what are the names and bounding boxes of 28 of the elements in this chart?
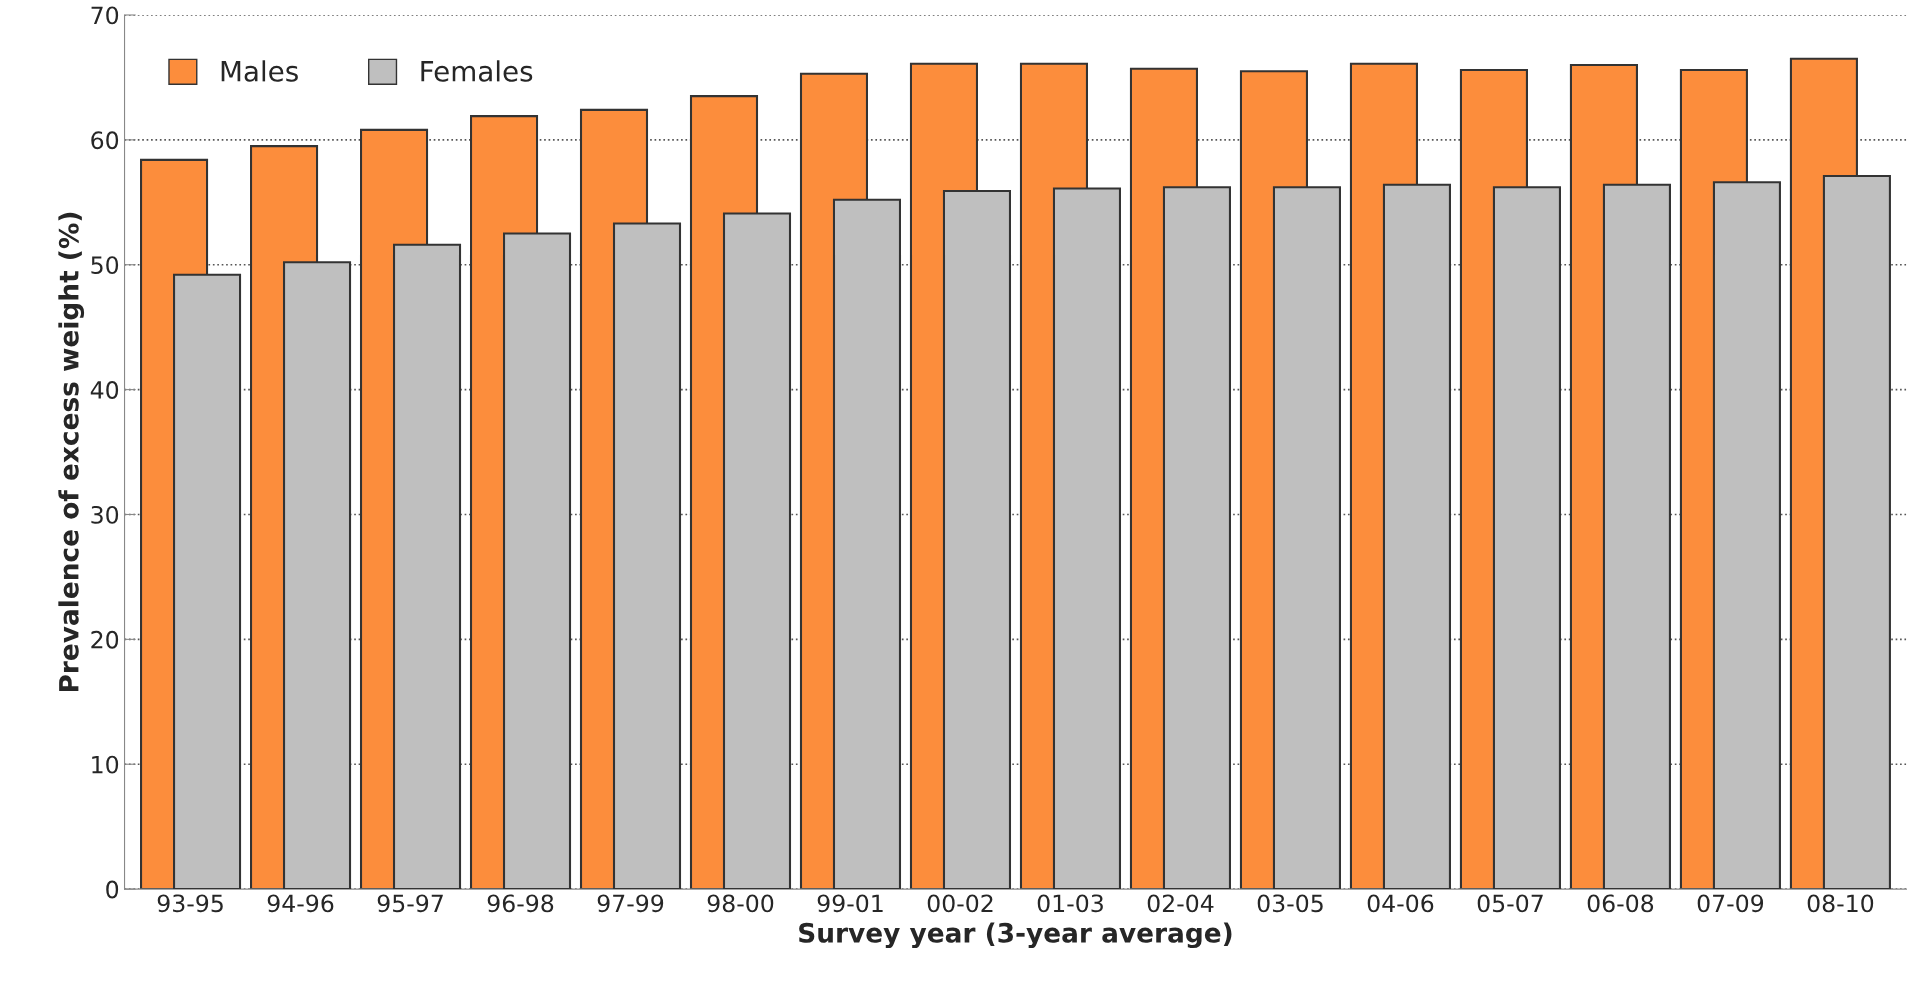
legend-label: Males — [221, 60, 298, 82]
x-tick-label: 93-95 — [157, 894, 223, 913]
x-tick-label: 04-06 — [1367, 894, 1434, 913]
x-tick-label: 94-96 — [267, 894, 334, 913]
y-tick-label: 30 — [91, 505, 119, 524]
x-tick-label: 01-03 — [1037, 894, 1103, 913]
y-tick-label: 20 — [91, 630, 119, 649]
x-tick-label: 03-05 — [1257, 894, 1323, 913]
x-tick-label: 97-99 — [597, 894, 664, 913]
y-tick-label: 70 — [91, 6, 119, 25]
y-tick-label: 40 — [90, 381, 119, 399]
x-tick-label: 06-08 — [1587, 894, 1654, 913]
legend-label: Females — [421, 60, 533, 82]
x-tick-label: 07-09 — [1697, 894, 1764, 913]
x-tick-label: 00-02 — [927, 894, 993, 913]
x-axis-title: Survey year (3-year average) — [799, 922, 1232, 949]
x-tick-label: 96-98 — [487, 894, 554, 913]
y-tick-label: 50 — [91, 256, 119, 275]
y-tick-label: 60 — [91, 131, 119, 150]
x-tick-label: 05-07 — [1477, 894, 1543, 913]
x-tick-label: 99-01 — [817, 894, 883, 913]
y-axis-title: Prevalence of excess weight (%) — [58, 212, 85, 692]
y-tick-label: 0 — [106, 880, 119, 899]
x-tick-label: 98-00 — [707, 894, 774, 913]
y-tick-label: 10 — [92, 755, 119, 774]
x-tick-label: 08-10 — [1807, 894, 1874, 913]
x-tick-label: 95-97 — [377, 894, 443, 913]
x-tick-label: 02-04 — [1147, 894, 1214, 913]
